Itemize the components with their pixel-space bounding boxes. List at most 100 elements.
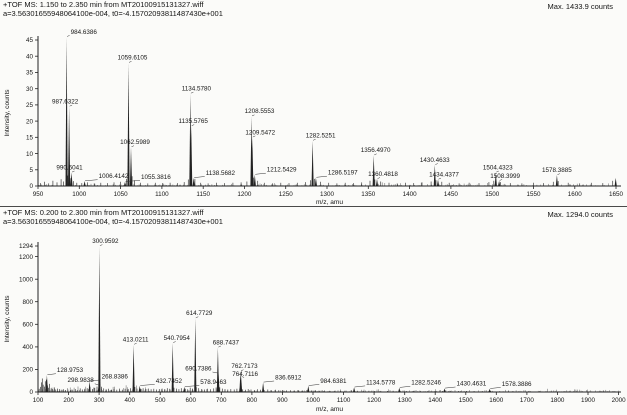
- svg-text:1135.5765: 1135.5765: [179, 118, 209, 125]
- svg-text:400: 400: [124, 397, 135, 404]
- svg-text:1650: 1650: [609, 191, 624, 198]
- svg-text:5: 5: [29, 167, 33, 174]
- svg-text:1134.5778: 1134.5778: [366, 379, 396, 386]
- spectrum-2-header: +TOF MS: 0.200 to 2.300 min from MT20100…: [3, 208, 223, 226]
- svg-text:1700: 1700: [520, 397, 535, 404]
- svg-text:1000: 1000: [19, 276, 34, 283]
- svg-text:1360.4818: 1360.4818: [368, 171, 398, 178]
- svg-text:1550: 1550: [526, 191, 541, 198]
- svg-text:2000: 2000: [612, 397, 627, 404]
- svg-text:1578.3886: 1578.3886: [502, 381, 532, 388]
- svg-text:984.6381: 984.6381: [320, 378, 347, 385]
- svg-text:1282.5251: 1282.5251: [306, 133, 336, 140]
- svg-text:432.7452: 432.7452: [156, 378, 183, 385]
- spectrum-2-max-counts: Max. 1294.0 counts: [547, 210, 613, 219]
- svg-text:900: 900: [277, 397, 288, 404]
- svg-text:298.9838: 298.9838: [68, 377, 95, 384]
- svg-text:1150: 1150: [196, 191, 210, 198]
- svg-text:1138.5682: 1138.5682: [206, 170, 236, 177]
- spectrum-1-max-counts: Max. 1433.9 counts: [547, 2, 613, 11]
- spectrum-2-calibration: a=3.56301655948064100e-004, t0=-4.157020…: [3, 216, 223, 226]
- svg-text:690.7386: 690.7386: [185, 365, 212, 372]
- svg-text:764.7116: 764.7116: [232, 371, 258, 378]
- panel-separator: [0, 206, 627, 207]
- svg-text:1006.4142: 1006.4142: [99, 173, 129, 180]
- svg-text:836.6912: 836.6912: [275, 374, 302, 381]
- svg-text:1282.5246: 1282.5246: [411, 380, 441, 387]
- svg-text:987.6322: 987.6322: [52, 99, 79, 106]
- svg-text:1600: 1600: [568, 191, 583, 198]
- spectrum-1-plot: 0 5 10 15 20 25 30 35 40 45 950 1000 1050 1100 1150 120…: [4, 29, 624, 206]
- svg-text:1350: 1350: [361, 191, 376, 198]
- svg-text:25: 25: [26, 102, 34, 109]
- spectrum-1-title: +TOF MS: 1.150 to 2.350 min from MT20100…: [3, 0, 204, 9]
- svg-text:614.7729: 614.7729: [186, 310, 213, 317]
- svg-text:1134.5780: 1134.5780: [182, 86, 212, 93]
- svg-text:300.9592: 300.9592: [92, 238, 119, 245]
- svg-text:700: 700: [216, 397, 227, 404]
- svg-text:1356.4970: 1356.4970: [361, 147, 391, 154]
- svg-text:600: 600: [22, 322, 33, 329]
- svg-text:984.6386: 984.6386: [71, 29, 98, 36]
- spectrum-1-header: +TOF MS: 1.150 to 2.350 min from MT20100…: [3, 0, 223, 18]
- svg-text:10: 10: [26, 151, 34, 158]
- svg-text:1450: 1450: [444, 191, 459, 198]
- svg-text:800: 800: [247, 397, 258, 404]
- svg-text:40: 40: [26, 53, 34, 60]
- svg-text:1900: 1900: [581, 397, 596, 404]
- svg-text:1200: 1200: [19, 254, 34, 261]
- svg-text:1800: 1800: [550, 397, 565, 404]
- svg-text:500: 500: [155, 397, 166, 404]
- svg-text:128.9753: 128.9753: [57, 367, 84, 374]
- svg-text:688.7437: 688.7437: [213, 339, 240, 346]
- svg-text:540.7954: 540.7954: [164, 335, 191, 342]
- svg-text:100: 100: [33, 397, 44, 404]
- svg-text:1400: 1400: [428, 397, 443, 404]
- svg-text:m/z, amu: m/z, amu: [316, 406, 343, 413]
- svg-text:1250: 1250: [279, 191, 294, 198]
- svg-text:1200: 1200: [367, 397, 382, 404]
- svg-text:1578.3885: 1578.3885: [542, 167, 572, 174]
- svg-text:1294: 1294: [19, 243, 34, 250]
- svg-text:1600: 1600: [489, 397, 504, 404]
- svg-text:413.0211: 413.0211: [123, 337, 149, 344]
- svg-text:1286.5197: 1286.5197: [328, 170, 358, 177]
- svg-text:300: 300: [94, 397, 105, 404]
- svg-text:1059.6105: 1059.6105: [118, 55, 148, 62]
- spectrum-2-title: +TOF MS: 0.200 to 2.300 min from MT20100…: [3, 208, 204, 217]
- svg-text:1062.5989: 1062.5989: [120, 139, 150, 146]
- svg-text:0: 0: [29, 389, 33, 396]
- svg-text:200: 200: [22, 367, 33, 374]
- svg-text:762.7173: 762.7173: [231, 363, 258, 370]
- svg-text:1200: 1200: [237, 191, 252, 198]
- svg-text:268.8386: 268.8386: [102, 373, 129, 380]
- svg-text:1209.5472: 1209.5472: [245, 129, 275, 136]
- svg-text:35: 35: [26, 70, 34, 77]
- svg-text:1000: 1000: [306, 397, 321, 404]
- svg-text:15: 15: [26, 135, 34, 142]
- svg-text:1434.4377: 1434.4377: [429, 172, 459, 179]
- svg-text:1300: 1300: [320, 191, 335, 198]
- svg-text:20: 20: [26, 118, 34, 125]
- svg-text:600: 600: [186, 397, 197, 404]
- svg-text:1430.4633: 1430.4633: [420, 157, 450, 164]
- svg-text:1430.4631: 1430.4631: [457, 380, 487, 387]
- svg-text:1504.4323: 1504.4323: [483, 164, 513, 171]
- svg-text:800: 800: [22, 299, 33, 306]
- svg-text:1000: 1000: [72, 191, 87, 198]
- svg-text:1212.5429: 1212.5429: [267, 167, 297, 174]
- svg-text:1508.3999: 1508.3999: [490, 173, 520, 180]
- svg-text:30: 30: [26, 86, 34, 93]
- svg-text:200: 200: [63, 397, 74, 404]
- spectrum-2-plot: 0 200 400 600 800 1000 1200 1294 100 200 300 400 500…: [4, 238, 627, 413]
- spectrum-1-calibration: a=3.56301655948064100e-004, t0=-4.157020…: [3, 8, 223, 18]
- svg-text:1300: 1300: [398, 397, 413, 404]
- svg-text:m/z, amu: m/z, amu: [316, 199, 343, 206]
- svg-text:1208.5553: 1208.5553: [245, 108, 275, 115]
- svg-text:1100: 1100: [155, 191, 169, 198]
- svg-text:1100: 1100: [337, 397, 351, 404]
- svg-text:0: 0: [29, 183, 33, 190]
- svg-text:990.6041: 990.6041: [56, 164, 83, 171]
- svg-text:Intensity, counts: Intensity, counts: [4, 89, 11, 137]
